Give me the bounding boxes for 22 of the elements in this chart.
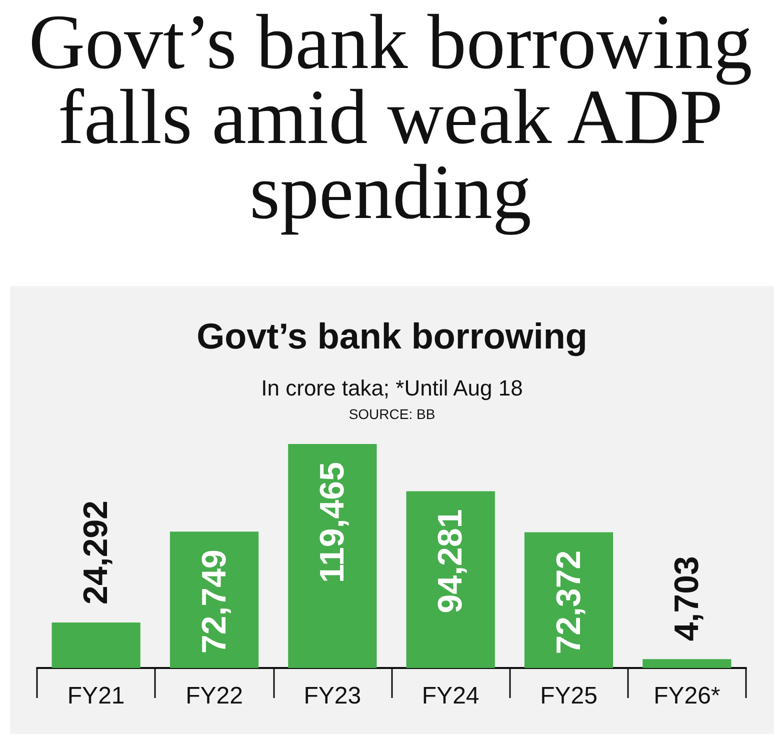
- bar: [288, 444, 377, 668]
- bar: [406, 491, 495, 668]
- bar: [642, 659, 732, 668]
- data-label: 94,281: [432, 509, 470, 614]
- bar: [52, 622, 140, 668]
- chart-title: Govt’s bank borrowing falls amid weak ADP spending: [28, 0, 754, 235]
- data-label: 72,749: [195, 550, 234, 654]
- bar: [524, 532, 614, 668]
- x-tick-label: FY21: [67, 682, 125, 710]
- data-label: 72,372: [550, 550, 588, 654]
- data-label: 24,292: [77, 500, 116, 604]
- x-tick-label: FY23: [304, 682, 362, 710]
- data-label: 4,703: [668, 556, 706, 642]
- text: In crore taka; *Until Aug 18: [261, 376, 523, 400]
- source-note: SOURCE: BB: [348, 406, 436, 422]
- data-label: 119,465: [313, 462, 352, 584]
- x-tick-label: FY24: [422, 682, 480, 710]
- x-tick-label: FY22: [186, 682, 243, 710]
- x-tick-label: FY26*: [654, 682, 720, 710]
- chart-subtitle: Govt’s bank borrowing: [196, 316, 588, 356]
- bar: [170, 532, 259, 668]
- x-tick-label: FY25: [540, 682, 598, 710]
